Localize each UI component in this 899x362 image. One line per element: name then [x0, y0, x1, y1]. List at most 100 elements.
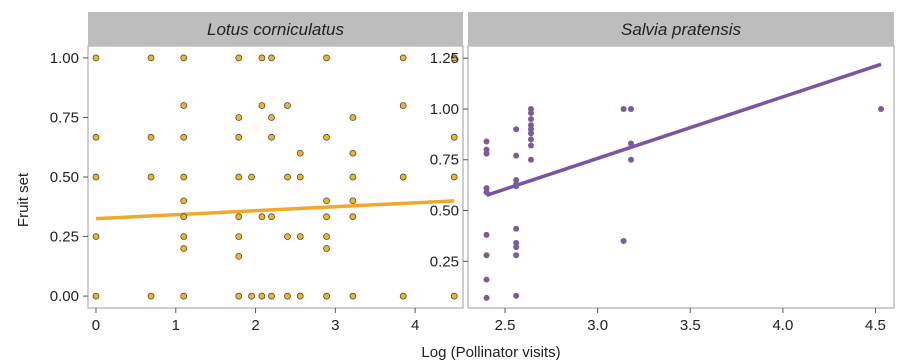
x-axis-title: Log (Pollinator visits)	[421, 344, 560, 361]
data-point	[92, 54, 100, 62]
y-tick-label: 0.50	[430, 203, 459, 220]
data-point	[268, 114, 275, 121]
x-tick-label: 0	[92, 317, 100, 334]
panel-lotus: Lotus corniculatus 0.00 0.25 0.50 0.75 1.00 0 1…	[50, 12, 464, 334]
data-point	[399, 102, 407, 109]
y-tick-label: 0.75	[430, 152, 459, 169]
data-point	[235, 54, 243, 62]
data-point	[235, 114, 243, 121]
data-point	[878, 105, 885, 112]
x-tick-label: 3.0	[587, 317, 608, 334]
data-point	[296, 173, 304, 181]
panel-title: Lotus corniculatus	[207, 20, 345, 39]
data-point	[323, 233, 330, 240]
data-point	[180, 133, 188, 141]
data-point	[513, 244, 520, 251]
panel-strip	[88, 12, 463, 46]
data-point	[527, 142, 534, 149]
data-point	[527, 116, 534, 123]
data-point	[450, 133, 458, 141]
data-point	[248, 292, 255, 300]
panel-strip	[468, 12, 894, 46]
data-point	[248, 173, 255, 181]
data-point	[527, 136, 534, 143]
data-point	[92, 133, 100, 141]
y-tick-label: 0.25	[50, 229, 79, 246]
fit-line	[485, 62, 882, 197]
y-tick-label: 0.50	[50, 169, 79, 186]
data-point	[235, 233, 243, 240]
data-point	[323, 292, 330, 300]
x-tick-label: 4	[411, 317, 419, 334]
data-point	[180, 102, 188, 109]
x-tick-label: 2.5	[495, 317, 516, 334]
panel-title: Salvia pratensis	[621, 20, 742, 39]
data-point	[180, 292, 188, 300]
plot-area	[467, 45, 895, 309]
y-tick-label: 1.00	[430, 101, 459, 118]
y-tick-label: 0.00	[50, 288, 79, 305]
data-point	[527, 130, 534, 137]
data-point	[258, 54, 266, 62]
data-point	[483, 138, 490, 145]
data-point	[92, 233, 100, 240]
data-point	[180, 213, 188, 221]
data-point	[235, 173, 243, 181]
data-point	[349, 149, 357, 157]
data-point	[483, 231, 490, 238]
data-point	[323, 54, 330, 62]
data-point	[284, 233, 291, 240]
data-point	[349, 292, 357, 300]
data-point	[284, 292, 291, 300]
y-tick-label: 0.75	[50, 109, 79, 126]
data-point	[627, 156, 634, 163]
data-point	[399, 54, 407, 62]
data-point	[180, 173, 188, 181]
data-point	[627, 105, 634, 112]
data-point	[268, 213, 275, 221]
data-point	[258, 292, 266, 300]
data-point	[147, 54, 155, 62]
data-point	[349, 173, 357, 181]
data-point	[483, 189, 490, 196]
data-point	[627, 140, 634, 147]
data-point	[323, 133, 330, 141]
data-point	[620, 105, 627, 112]
data-point	[513, 252, 520, 259]
data-point	[349, 213, 357, 221]
data-point	[258, 213, 266, 221]
data-point	[323, 245, 330, 252]
data-point	[513, 292, 520, 299]
data-point	[180, 245, 188, 252]
data-point	[268, 54, 275, 62]
data-point	[235, 213, 243, 221]
data-point	[399, 173, 407, 181]
data-point	[296, 233, 304, 240]
x-tick-label: 2	[251, 317, 259, 334]
data-point	[450, 54, 458, 62]
x-tick-label: 3.5	[680, 317, 701, 334]
data-point	[483, 294, 490, 301]
data-point	[349, 197, 357, 205]
data-point	[268, 292, 275, 300]
data-point	[147, 133, 155, 141]
x-tick-label: 3	[331, 317, 339, 334]
y-tick-label: 1.00	[50, 50, 79, 67]
data-point	[323, 197, 330, 205]
data-point	[483, 252, 490, 259]
data-point	[284, 102, 291, 109]
data-point	[180, 54, 188, 62]
data-point	[284, 173, 291, 181]
data-point	[92, 292, 100, 300]
data-point	[147, 292, 155, 300]
y-axis-title: Fruit set	[15, 172, 32, 227]
data-point	[513, 126, 520, 133]
data-point	[513, 152, 520, 159]
y-tick-label: 0.25	[430, 253, 459, 270]
fit-line	[95, 199, 455, 221]
data-point	[235, 252, 243, 260]
data-point	[620, 237, 627, 244]
x-tick-label: 4.0	[772, 317, 793, 334]
data-point	[268, 133, 275, 141]
